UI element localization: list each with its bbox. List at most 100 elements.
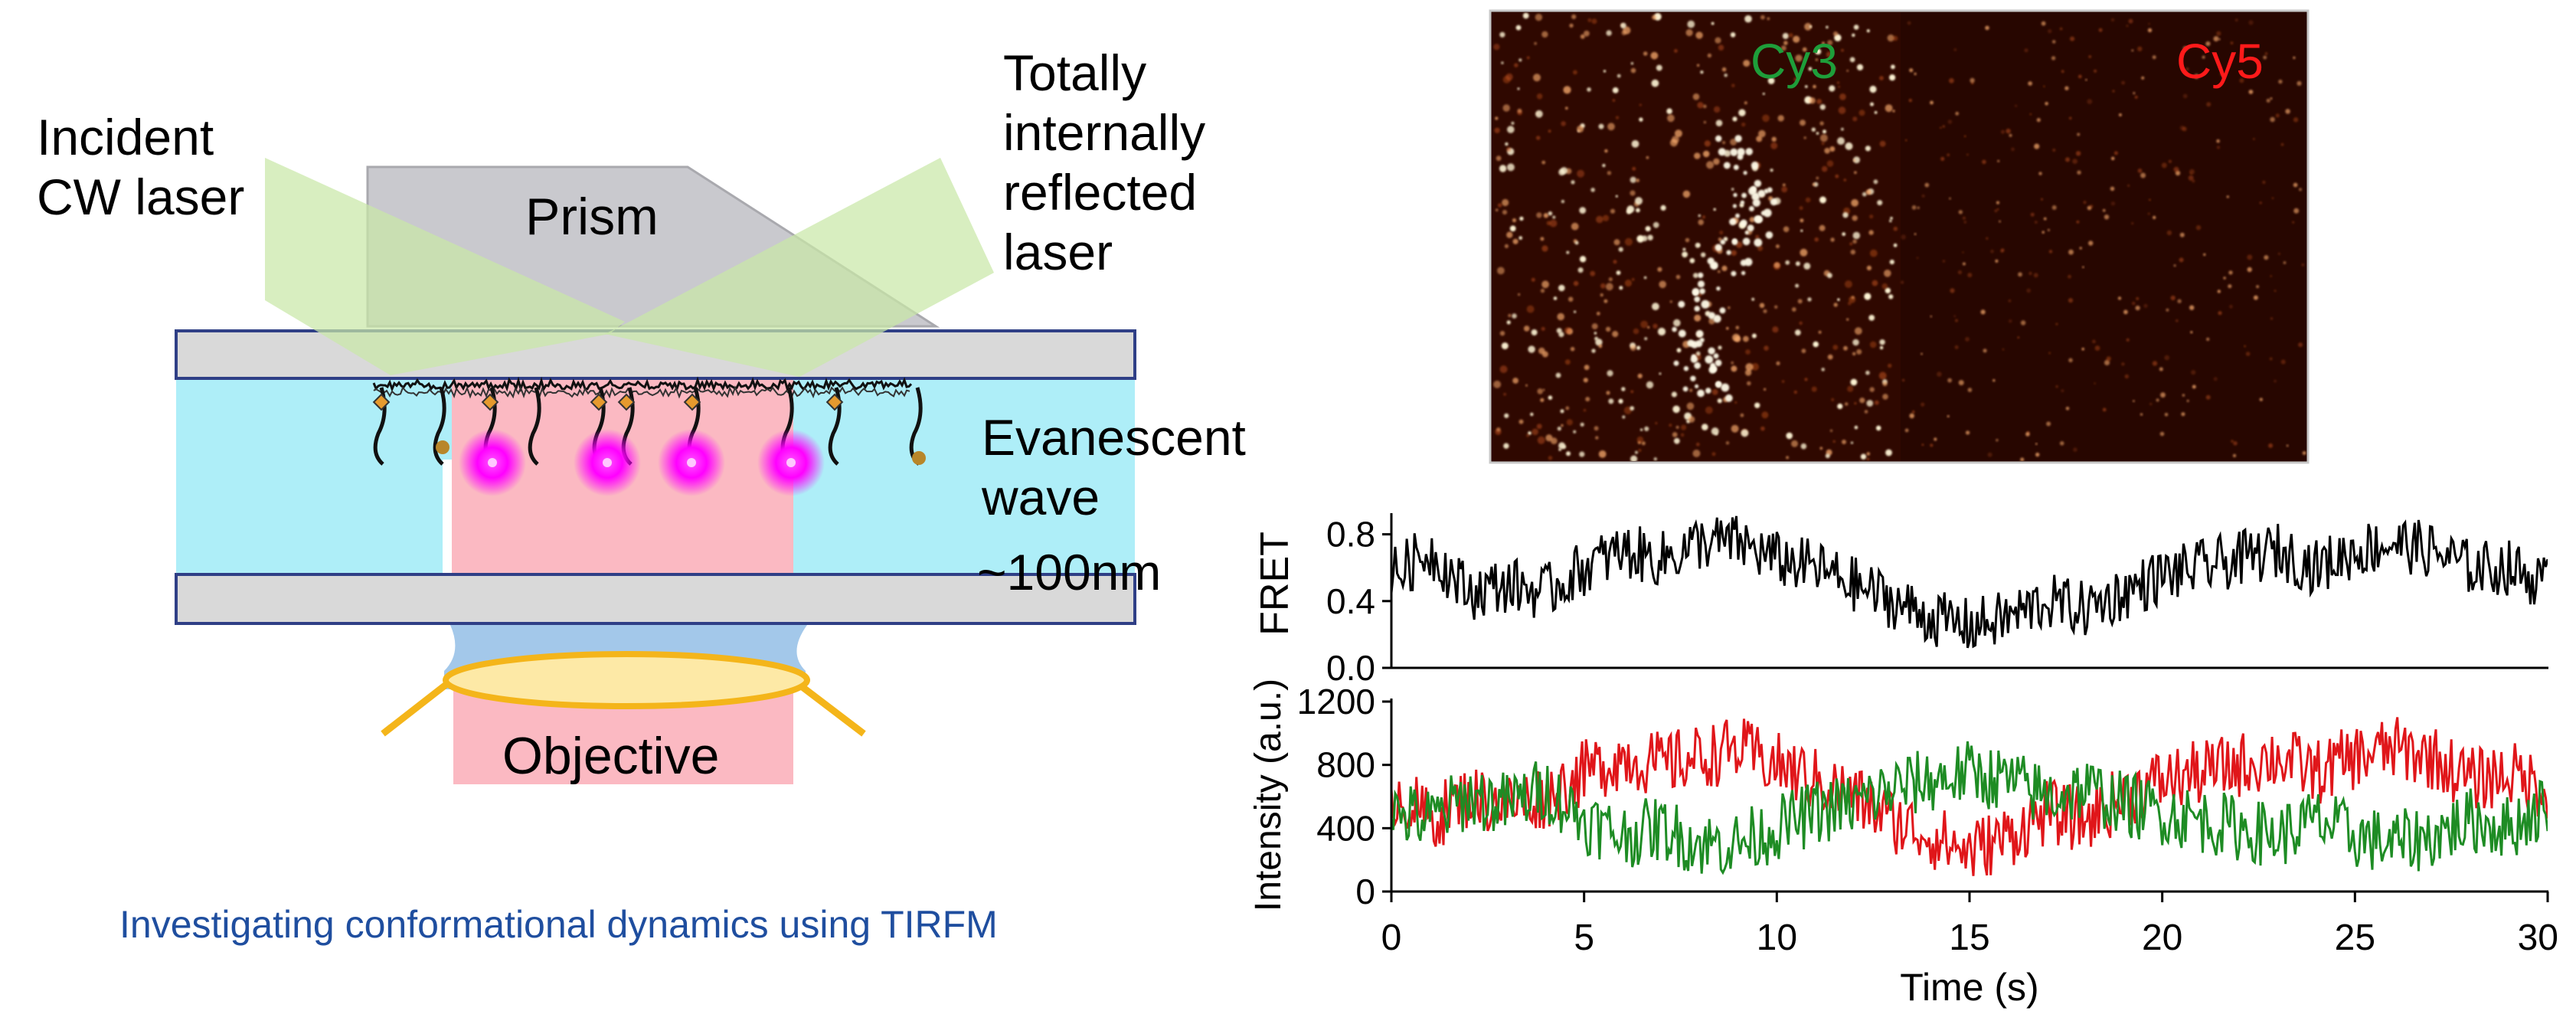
intensity-x-tick-label: 0: [1381, 918, 1402, 958]
fluorescent-spot: [2218, 311, 2222, 316]
fluorescent-spot: [1590, 270, 1596, 276]
fluorescent-spot: [1640, 320, 1649, 329]
fluorescent-spot: [1827, 273, 1832, 279]
fret-y-axis-label: FRET: [1253, 532, 1297, 636]
fluorescent-spot: [1737, 148, 1745, 156]
fluorescent-spot: [1718, 148, 1726, 156]
fluorescent-spot: [2104, 359, 2110, 366]
fluorescent-spot: [1501, 342, 1509, 350]
fluorescent-spot: [2055, 322, 2058, 326]
fluorescent-spot: [1889, 260, 1894, 265]
fluorescent-spot: [1702, 150, 1710, 158]
fluorescent-spot: [1618, 398, 1623, 404]
fluorescent-spot: [2088, 240, 2094, 246]
fluorescent-spot: [1754, 238, 1763, 247]
fluorescent-spot: [1921, 194, 1925, 198]
fluorescent-spot: [1731, 365, 1737, 372]
fluorescent-spot: [2270, 116, 2275, 123]
fluorescent-spot: [1892, 35, 1898, 41]
fluorescent-spot: [1808, 67, 1813, 71]
fluorescent-spot: [1607, 171, 1612, 175]
fluorescent-spot: [1552, 215, 1556, 219]
fluorescent-spot: [1692, 93, 1700, 100]
tether-strand: [433, 387, 446, 466]
fluorescent-spot: [1822, 41, 1825, 45]
fluorescent-spot: [2179, 232, 2185, 237]
fluorescent-spot: [1548, 456, 1553, 460]
fluorescent-spot: [2141, 76, 2145, 80]
fluorescent-spot: [1607, 370, 1613, 377]
fluorescent-spot: [1866, 457, 1870, 461]
fluorescent-spot: [1730, 32, 1736, 38]
fluorescent-spot: [1526, 434, 1530, 437]
fluorescent-spot: [1870, 102, 1874, 106]
fluorescent-spot: [2177, 299, 2182, 303]
fluorescent-spot: [1673, 437, 1680, 444]
fluorescent-spot: [1697, 389, 1705, 398]
fluorescent-spot: [1596, 215, 1603, 224]
fluorescent-spot: [1558, 442, 1566, 450]
fluorescent-spot: [2160, 392, 2166, 398]
fluorescent-spot: [2025, 432, 2030, 437]
fluorescent-spot: [2230, 41, 2234, 44]
fluorescent-spot: [1755, 215, 1764, 224]
fluorescent-spot: [2036, 118, 2041, 123]
fluorescent-spot: [2098, 28, 2103, 32]
fluorescent-spot: [1962, 216, 1966, 220]
fluorescent-spot: [1630, 176, 1636, 183]
fluorescent-spot: [1605, 326, 1611, 332]
fluorescent-spot: [2135, 306, 2140, 311]
fluorescent-spot: [1682, 251, 1688, 258]
fluorescent-spot: [2136, 296, 2140, 300]
fluorescent-spot: [1560, 167, 1568, 175]
intensity-y-tick-label: 800: [1316, 745, 1375, 785]
objective-frame-right: [791, 677, 866, 737]
fluorescent-spot: [2020, 457, 2025, 461]
cy3-label: Cy3: [1751, 34, 1838, 89]
fluorescent-spot: [1545, 434, 1553, 442]
fluorescent-spot: [1688, 416, 1695, 423]
fluorescent-spot: [2118, 113, 2122, 116]
fluorescent-spot: [1887, 34, 1894, 42]
fluorescent-spot: [2082, 266, 2084, 269]
fluorescent-spot: [1888, 294, 1894, 299]
fluorescent-spot: [1799, 206, 1803, 211]
fluorescent-spot: [1716, 286, 1721, 291]
fluorescent-spot: [1904, 139, 1907, 142]
fluorescent-spot: [1657, 327, 1666, 336]
fluorescent-spot: [2094, 69, 2097, 73]
fluorescent-spot: [1644, 426, 1649, 432]
fluorescent-spot: [1652, 303, 1659, 311]
fluorescent-spot: [1881, 283, 1888, 290]
fluorescent-spot: [1864, 410, 1868, 414]
fluorescent-spot: [1748, 187, 1757, 195]
fluorescent-spot: [2213, 36, 2219, 42]
fluorescent-spot: [1854, 327, 1862, 335]
fluorescent-spot: [1583, 378, 1588, 383]
fluorescent-spot: [1503, 392, 1506, 396]
fluorescent-spot: [1636, 345, 1641, 350]
fluorescent-spot: [1541, 245, 1548, 252]
fluorescent-spot: [1783, 41, 1788, 45]
fluorescent-spot: [2092, 339, 2096, 344]
fluorescent-spot: [1996, 208, 1999, 211]
fluorescent-spot: [1911, 205, 1917, 210]
dye-dot: [436, 440, 449, 454]
fluorescent-spot: [2185, 67, 2189, 71]
fluorescent-spot: [1653, 457, 1657, 461]
fluorescent-spot: [1702, 104, 1707, 109]
fluorescent-spot: [1624, 237, 1633, 246]
fluorescent-spot: [1889, 219, 1892, 223]
fluorescent-spot: [2271, 197, 2274, 200]
fluorescent-spot: [1947, 153, 1950, 157]
fluorescent-spot: [1612, 331, 1619, 338]
fluorescent-spot: [2149, 402, 2153, 406]
intensity-y-axis-label: Intensity (a.u.): [1248, 679, 1289, 911]
fluorescent-spot: [1868, 315, 1875, 321]
fluorescent-spot: [1720, 239, 1726, 245]
fluorescent-spot: [1866, 452, 1871, 456]
fluorescent-spot: [1577, 267, 1584, 273]
fluorescent-spot: [2247, 254, 2253, 260]
fluorescent-spot: [1705, 355, 1714, 364]
fluorescent-spot: [1502, 104, 1510, 112]
